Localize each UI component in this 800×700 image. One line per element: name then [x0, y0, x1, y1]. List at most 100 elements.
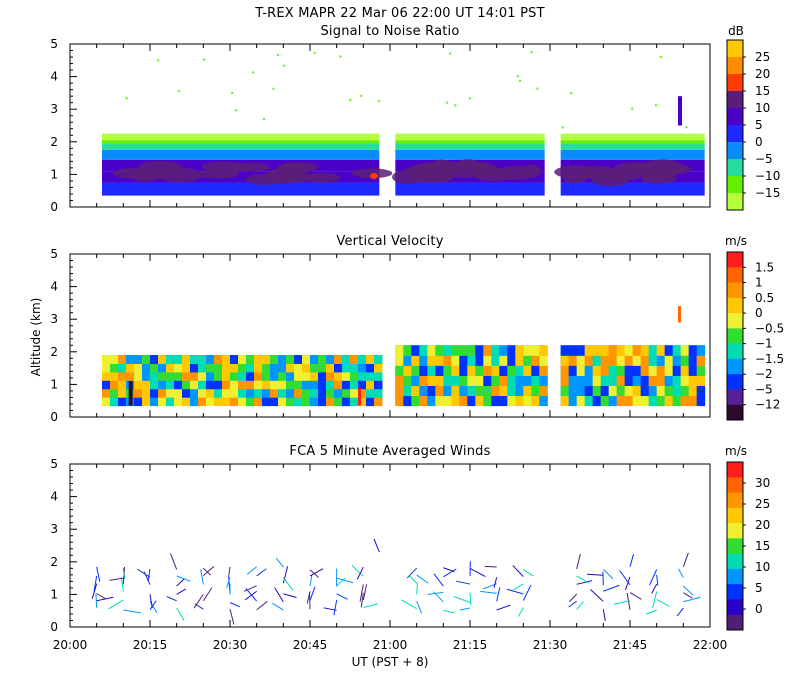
velocity-cell: [560, 375, 570, 386]
x-axis-label: UT (PST + 8): [352, 655, 429, 669]
velocity-cell: [190, 397, 199, 407]
winds-units-label: m/s: [725, 444, 747, 458]
velocity-cell: [350, 380, 359, 390]
colorbar-swatch: [727, 614, 743, 631]
velocity-cell: [230, 371, 239, 381]
velocity-cell: [427, 395, 436, 407]
velocity-panel-title: Vertical Velocity: [336, 234, 443, 249]
colorbar-label: 20: [755, 67, 770, 81]
velocity-cell: [334, 371, 343, 381]
velocity-cell: [640, 345, 650, 356]
velocity-cell: [459, 365, 468, 376]
velocity-cell: [560, 385, 570, 397]
velocity-cell: [395, 365, 404, 376]
wind-barb: [200, 569, 204, 585]
snr-speck: [125, 97, 128, 100]
velocity-cell: [531, 395, 540, 407]
x-tick-label: 20:00: [53, 638, 88, 652]
colorbar-label: −15: [755, 186, 780, 200]
velocity-cell: [286, 355, 295, 364]
snr-cell: [351, 168, 393, 179]
velocity-cell: [174, 397, 183, 407]
velocity-cell: [222, 397, 231, 407]
velocity-cell: [459, 345, 468, 356]
velocity-cell: [403, 375, 412, 386]
wind-barb: [229, 609, 235, 625]
wind-barb: [246, 566, 257, 575]
velocity-cell: [270, 355, 279, 364]
colorbar-swatch: [727, 267, 743, 284]
velocity-cell: [110, 363, 119, 373]
wind-barb: [401, 599, 417, 610]
colorbar-label: 0: [755, 306, 763, 320]
snr-speck: [654, 104, 657, 107]
wind-barb: [283, 593, 297, 598]
velocity-cell: [198, 371, 207, 381]
velocity-cell: [491, 395, 500, 407]
colorbar-label: 30: [755, 476, 770, 490]
velocity-cell: [334, 397, 343, 407]
velocity-cell: [395, 385, 404, 397]
velocity-cell: [507, 345, 516, 356]
wind-barb: [656, 574, 659, 586]
velocity-cell: [150, 355, 159, 364]
colorbar-label: 25: [755, 497, 770, 511]
snr-layer: [395, 149, 545, 160]
velocity-cell: [499, 345, 508, 356]
velocity-cell: [475, 365, 484, 376]
snr-speck: [530, 51, 533, 54]
wind-barb: [333, 600, 338, 616]
velocity-cell: [222, 371, 231, 381]
y-tick-label: 3: [50, 522, 58, 536]
wind-barb: [469, 567, 486, 577]
velocity-cell: [126, 355, 135, 364]
velocity-cell: [126, 371, 135, 381]
wind-barb: [166, 596, 177, 602]
velocity-cell: [190, 363, 199, 373]
colorbar-swatch: [727, 538, 743, 555]
velocity-cell: [640, 375, 650, 386]
wind-barb: [362, 584, 368, 601]
velocity-cell: [238, 363, 247, 373]
velocity-cell: [696, 365, 706, 376]
velocity-cell: [342, 397, 351, 407]
velocity-cell: [182, 388, 191, 398]
velocity-cell: [238, 388, 247, 398]
colorbar-swatch: [727, 343, 743, 360]
snr-speck: [235, 109, 238, 112]
velocity-cell: [230, 380, 239, 390]
velocity-cell: [560, 355, 570, 366]
snr-cell: [469, 161, 492, 178]
velocity-cell: [134, 380, 143, 390]
velocity-cell: [680, 395, 690, 407]
velocity-cell: [334, 388, 343, 398]
wind-barb: [122, 568, 126, 580]
velocity-cell: [539, 345, 548, 356]
velocity-cell: [246, 380, 255, 390]
snr-cell: [156, 167, 203, 183]
wind-barb: [109, 577, 124, 581]
velocity-cell: [523, 355, 532, 366]
wind-barb: [624, 576, 631, 591]
velocity-cell: [672, 365, 682, 376]
velocity-cell: [592, 345, 602, 356]
velocity-cell: [632, 365, 642, 376]
snr-speck: [659, 55, 662, 58]
snr-speck: [377, 100, 380, 103]
wind-barb: [629, 592, 642, 600]
snr-layer: [395, 133, 545, 141]
velocity-cell: [102, 380, 111, 390]
velocity-cell: [166, 355, 175, 364]
colorbar-label: 0.5: [755, 291, 774, 305]
colorbar-label: 0: [755, 135, 763, 149]
velocity-cell: [648, 385, 658, 397]
wind-barb: [123, 609, 141, 614]
wind-barb: [576, 580, 593, 585]
snr-panel-title: Signal to Noise Ratio: [320, 24, 459, 39]
velocity-cell: [568, 375, 578, 386]
colorbar-swatch: [727, 91, 743, 109]
velocity-cell: [568, 345, 578, 356]
snr-speck: [685, 126, 688, 129]
velocity-cell: [576, 365, 586, 376]
velocity-cell: [262, 380, 271, 390]
